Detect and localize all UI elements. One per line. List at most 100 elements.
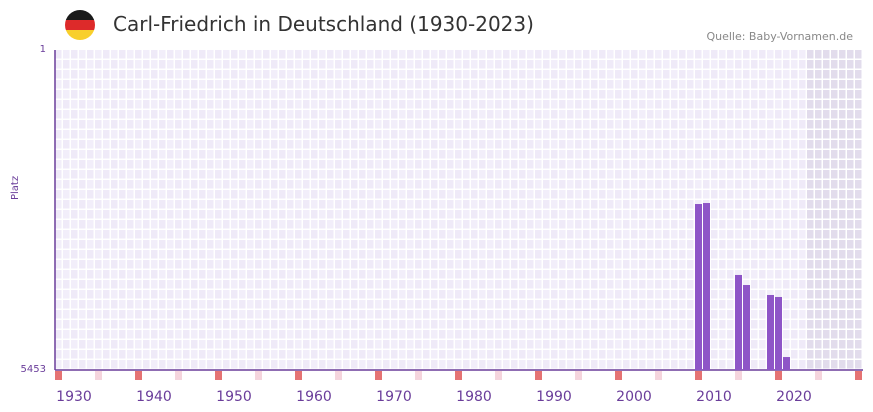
grid-cell	[583, 140, 590, 149]
grid-cell	[591, 90, 598, 99]
grid-cell	[135, 80, 142, 89]
grid-cell	[471, 300, 478, 309]
grid-cell	[559, 240, 566, 249]
grid-cell	[623, 290, 630, 299]
grid-cell	[503, 160, 510, 169]
grid-cell	[415, 90, 422, 99]
grid-cell	[591, 100, 598, 109]
grid-cell	[111, 260, 118, 269]
grid-cell	[647, 100, 654, 109]
grid-cell	[215, 330, 222, 339]
grid-cell	[151, 160, 158, 169]
grid-cell	[855, 350, 862, 359]
grid-cell	[239, 280, 246, 289]
grid-cell	[135, 50, 142, 59]
grid-cell	[799, 360, 806, 369]
grid-cell	[823, 130, 830, 139]
grid-cell	[207, 70, 214, 79]
grid-cell	[847, 330, 854, 339]
grid-cell	[671, 70, 678, 79]
grid-cell	[479, 160, 486, 169]
grid-cell	[807, 180, 814, 189]
grid-cell	[623, 160, 630, 169]
grid-cell	[495, 90, 502, 99]
grid-cell	[743, 110, 750, 119]
grid-cell	[295, 130, 302, 139]
grid-cell	[327, 150, 334, 159]
grid-cell	[695, 120, 702, 129]
grid-cell	[255, 200, 262, 209]
grid-cell	[127, 210, 134, 219]
grid-cell	[71, 230, 78, 239]
grid-cell	[439, 210, 446, 219]
grid-cell	[151, 100, 158, 109]
grid-cell	[647, 130, 654, 139]
grid-cell	[479, 170, 486, 179]
grid-cell	[135, 350, 142, 359]
grid-cell	[383, 330, 390, 339]
grid-cell	[831, 80, 838, 89]
grid-cell	[71, 240, 78, 249]
grid-cell	[399, 360, 406, 369]
grid-cell	[783, 340, 790, 349]
grid-cell	[303, 150, 310, 159]
grid-cell	[687, 230, 694, 239]
grid-cell	[735, 120, 742, 129]
grid-cell	[127, 80, 134, 89]
grid-cell	[319, 190, 326, 199]
grid-cell	[687, 310, 694, 319]
grid-cell	[391, 170, 398, 179]
grid-cell	[487, 180, 494, 189]
source-link[interactable]: Quelle: Baby-Vornamen.de	[706, 30, 853, 43]
grid-cell	[815, 360, 822, 369]
grid-cell	[607, 140, 614, 149]
grid-cell	[815, 330, 822, 339]
grid-cell	[639, 200, 646, 209]
grid-cell	[791, 210, 798, 219]
grid-cell	[599, 140, 606, 149]
grid-cell	[263, 170, 270, 179]
grid-cell	[111, 300, 118, 309]
grid-cell	[743, 150, 750, 159]
grid-cell	[471, 210, 478, 219]
grid-cell	[687, 50, 694, 59]
grid-cell	[271, 110, 278, 119]
grid-cell	[799, 210, 806, 219]
grid-cell	[167, 240, 174, 249]
grid-cell	[799, 220, 806, 229]
grid-cell	[159, 210, 166, 219]
grid-cell	[511, 270, 518, 279]
grid-cell	[687, 270, 694, 279]
grid-cell	[743, 140, 750, 149]
grid-cell	[423, 330, 430, 339]
grid-cell	[527, 140, 534, 149]
grid-cell	[295, 300, 302, 309]
grid-cell	[623, 50, 630, 59]
grid-cell	[127, 180, 134, 189]
grid-cell	[463, 280, 470, 289]
grid-cell	[311, 50, 318, 59]
grid-cell	[167, 50, 174, 59]
grid-cell	[135, 180, 142, 189]
grid-cell	[599, 340, 606, 349]
grid-cell	[103, 300, 110, 309]
grid-cell	[423, 170, 430, 179]
grid-cell	[823, 250, 830, 259]
grid-cell	[103, 220, 110, 229]
grid-cell	[175, 150, 182, 159]
grid-cell	[735, 270, 742, 279]
grid-cell	[447, 150, 454, 159]
grid-cell	[543, 170, 550, 179]
grid-cell	[343, 60, 350, 69]
grid-cell	[503, 300, 510, 309]
grid-cell	[815, 170, 822, 179]
grid-cell	[463, 260, 470, 269]
grid-cell	[231, 270, 238, 279]
grid-cell	[663, 290, 670, 299]
grid-cell	[791, 280, 798, 289]
grid-cell	[679, 270, 686, 279]
grid-cell	[527, 340, 534, 349]
grid-cell	[639, 320, 646, 329]
grid-cell	[239, 300, 246, 309]
grid-cell	[551, 80, 558, 89]
